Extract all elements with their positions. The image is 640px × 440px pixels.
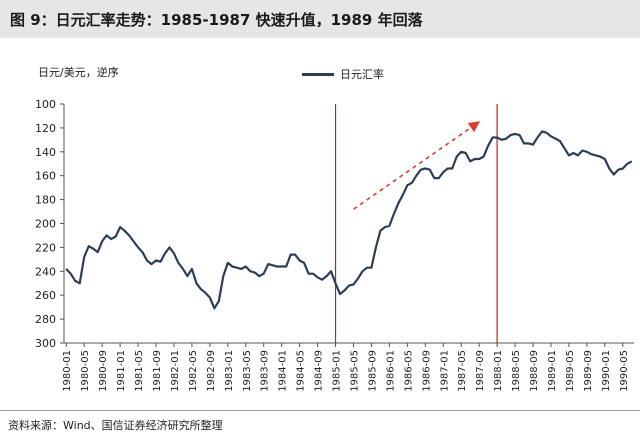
x-tick-label: 1986-01 xyxy=(385,350,396,392)
x-tick-label: 1987-05 xyxy=(457,350,468,392)
legend: 日元汇率 xyxy=(302,66,384,82)
exchange-rate-chart: 100 120 140 160 180 200 220 240 260 280 300 1980-01… xyxy=(35,98,634,392)
y-tick-label: 280 xyxy=(35,313,56,326)
x-tick-label: 1990-01 xyxy=(601,350,612,392)
x-tick-label: 1985-09 xyxy=(367,350,378,392)
y-tick-label: 260 xyxy=(35,289,56,302)
trend-arrow xyxy=(353,121,481,210)
x-tick-label: 1980-05 xyxy=(80,350,91,392)
x-tick-label: 1985-01 xyxy=(332,350,343,392)
x-tick-label: 1982-01 xyxy=(170,350,181,392)
y-tick-label: 300 xyxy=(35,337,56,350)
y-tick-label: 240 xyxy=(35,265,56,278)
x-tick-label: 1983-09 xyxy=(260,350,271,392)
x-tick-label: 1980-01 xyxy=(62,350,73,392)
x-tick-label: 1984-01 xyxy=(278,350,289,392)
x-tick-label: 1989-05 xyxy=(565,350,576,392)
y-tick-label: 160 xyxy=(35,170,56,183)
x-tick-label: 1982-05 xyxy=(188,350,199,392)
legend-swatch xyxy=(302,72,334,76)
x-tick-label: 1983-01 xyxy=(224,350,235,392)
footer: 资料来源：Wind、国信证券经济研究所整理 xyxy=(0,410,640,432)
y-tick-label: 140 xyxy=(35,146,56,159)
figure-title: 图 9：日元汇率走势：1985-1987 快速升值，1989 年回落 xyxy=(10,10,423,29)
title-bar: 图 9：日元汇率走势：1985-1987 快速升值，1989 年回落 xyxy=(0,0,640,38)
x-tick-label: 1989-01 xyxy=(547,350,558,392)
x-tick-label: 1981-09 xyxy=(152,350,163,392)
y-tick-label: 180 xyxy=(35,194,56,207)
x-tick-label: 1988-01 xyxy=(493,350,504,392)
x-tick-label: 1985-05 xyxy=(349,350,360,392)
x-tick-label: 1981-05 xyxy=(134,350,145,392)
x-tick-label: 1987-01 xyxy=(439,350,450,392)
x-tick-label: 1981-01 xyxy=(116,350,127,392)
y-axis-label: 日元/美元，逆序 xyxy=(38,66,119,79)
x-tick-label: 1990-05 xyxy=(619,350,630,392)
x-tick-label: 1989-09 xyxy=(583,350,594,392)
y-tick-label: 100 xyxy=(35,98,56,111)
x-tick-label: 1986-05 xyxy=(403,350,414,392)
y-tick-label: 200 xyxy=(35,218,56,231)
x-tick-label: 1982-09 xyxy=(206,350,217,392)
x-tick-label: 1988-09 xyxy=(529,350,540,392)
x-tick-label: 1980-09 xyxy=(98,350,109,392)
x-tick-label: 1984-05 xyxy=(296,350,307,392)
x-tick-label: 1986-09 xyxy=(421,350,432,392)
y-tick-label: 120 xyxy=(35,122,56,135)
x-tick-label: 1988-05 xyxy=(511,350,522,392)
x-tick-label: 1983-05 xyxy=(242,350,253,392)
x-tick-label: 1984-09 xyxy=(314,350,325,392)
x-tick-label: 1987-09 xyxy=(475,350,486,392)
source-note: 资料来源：Wind、国信证券经济研究所整理 xyxy=(8,419,223,432)
series-line-jpy xyxy=(65,130,633,310)
y-tick-label: 220 xyxy=(35,241,56,254)
legend-label: 日元汇率 xyxy=(340,68,384,81)
